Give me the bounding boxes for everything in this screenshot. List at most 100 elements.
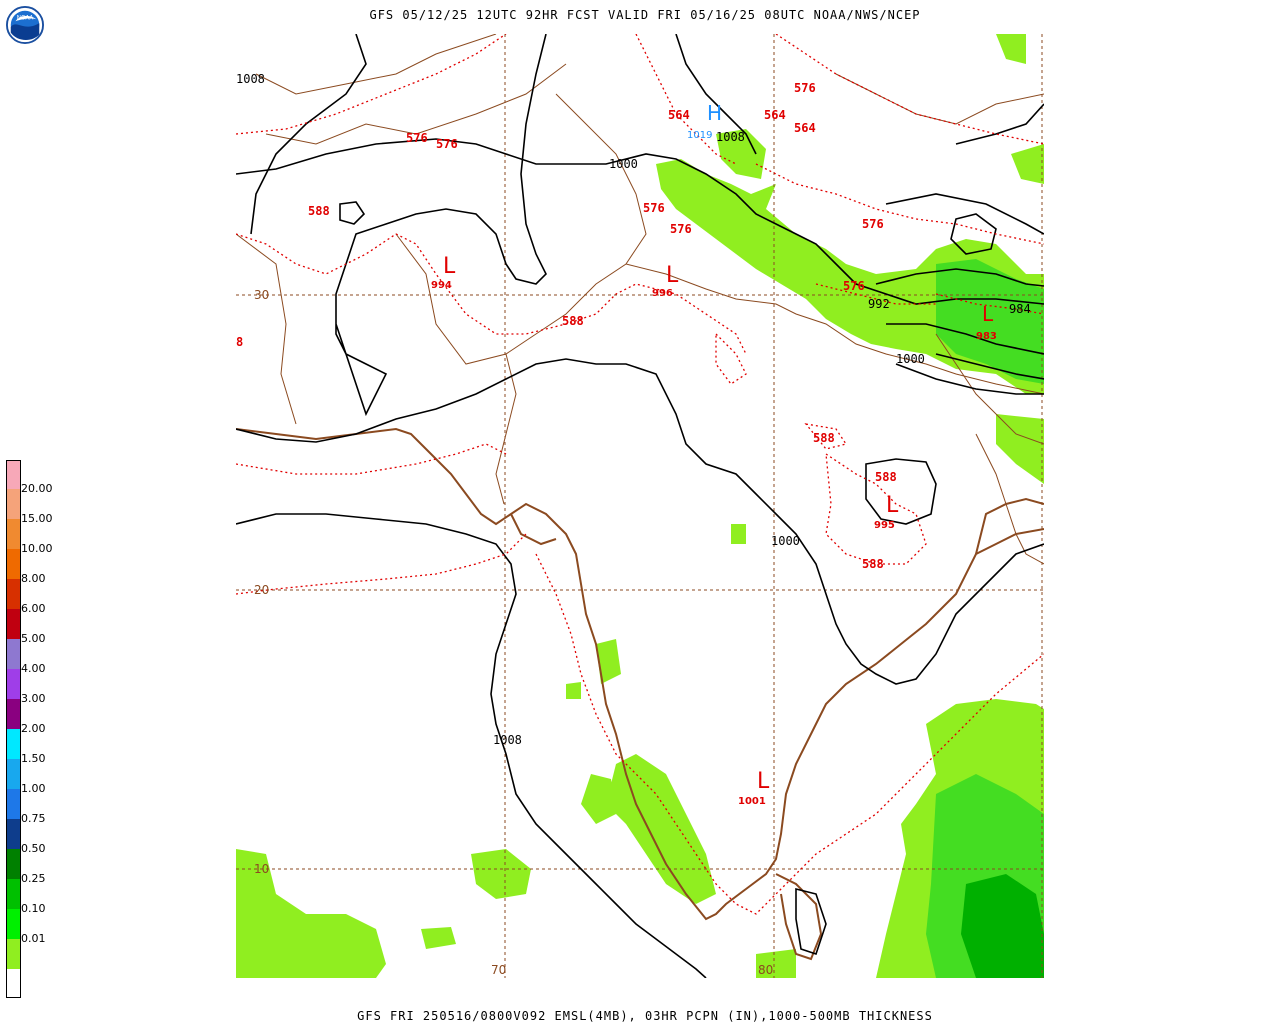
coastline	[236, 427, 1044, 961]
legend-swatch	[7, 969, 20, 997]
legend-swatch	[7, 819, 20, 849]
high-symbol: H	[707, 101, 722, 125]
legend-label: 0.10	[21, 902, 46, 915]
isobar-label: 1000	[771, 534, 800, 548]
chart-title: GFS 05/12/25 12UTC 92HR FCST VALID FRI 0…	[369, 8, 921, 22]
weather-map: 30 20 10 70 80 1008 1000 1008 992 984 10…	[236, 34, 1044, 978]
precip-legend	[6, 460, 21, 998]
low-value: 983	[976, 331, 997, 342]
legend-label: 0.25	[21, 872, 46, 885]
legend-swatch	[7, 939, 20, 969]
precip-ne2	[996, 34, 1026, 64]
low-symbol: L	[757, 769, 770, 794]
thickness-label: 564	[794, 121, 816, 135]
legend-label: 10.00	[21, 542, 53, 555]
isobar-label: 1008	[236, 72, 265, 86]
thickness-label: 588	[875, 470, 897, 484]
isobar-label: 1000	[896, 352, 925, 366]
legend-label: 15.00	[21, 512, 53, 525]
precip-spot2	[731, 524, 746, 544]
latlon-grid	[236, 34, 1044, 978]
high-value: 1019	[687, 130, 712, 141]
legend-colorbar	[6, 460, 21, 998]
thickness-label: 588	[813, 431, 835, 445]
precip-south-mid	[471, 849, 531, 899]
thickness-label: 576	[862, 217, 884, 231]
legend-swatch	[7, 461, 20, 489]
precip-ne	[1011, 144, 1044, 184]
precipitation-areas	[236, 34, 1044, 978]
lon70-label: 70	[491, 963, 506, 977]
legend-label: 5.00	[21, 632, 46, 645]
low-symbol: L	[886, 493, 899, 518]
low-value: 994	[431, 280, 452, 291]
thickness-label: 564	[668, 108, 690, 122]
legend-label: 3.00	[21, 692, 46, 705]
legend-swatch	[7, 519, 20, 549]
legend-swatch	[7, 759, 20, 789]
lat20-label: 20	[254, 583, 269, 597]
legend-swatch	[7, 489, 20, 519]
thickness-label: 576	[406, 131, 428, 145]
low-symbol: L	[666, 263, 679, 288]
legend-swatch	[7, 849, 20, 879]
lon80-label: 80	[758, 963, 773, 977]
precip-southeast-dark	[961, 874, 1044, 978]
thickness-label: 576	[794, 81, 816, 95]
precip-sw-india	[606, 754, 716, 904]
precip-north	[716, 129, 766, 179]
precip-east-strip	[996, 414, 1044, 484]
legend-label: 2.00	[21, 722, 46, 735]
thickness-label: 588	[308, 204, 330, 218]
legend-swatch	[7, 669, 20, 699]
legend-swatch	[7, 729, 20, 759]
low-symbol: L	[443, 254, 456, 279]
isobar-label: 1000	[609, 157, 638, 171]
lat30-label: 30	[254, 288, 269, 302]
chart-footer: GFS FRI 250516/0800V092 EMSL(4MB), 03HR …	[357, 1009, 933, 1023]
low-value: 1001	[738, 796, 766, 807]
isobar-label: 1008	[493, 733, 522, 747]
legend-label: 1.50	[21, 752, 46, 765]
legend-swatch	[7, 579, 20, 609]
thickness-label: 588	[562, 314, 584, 328]
legend-label: 6.00	[21, 602, 46, 615]
legend-swatch	[7, 699, 20, 729]
thickness-label: 576	[670, 222, 692, 236]
isobar-label: 984	[1009, 302, 1031, 316]
legend-swatch	[7, 639, 20, 669]
precip-south-mid3	[756, 949, 796, 978]
legend-label: 0.01	[21, 932, 46, 945]
low-value: 996	[652, 288, 673, 299]
legend-label: 0.50	[21, 842, 46, 855]
low-value: 995	[874, 520, 895, 531]
precip-southwest	[236, 849, 386, 978]
precip-spot1	[566, 682, 581, 699]
precip-sw-india2	[581, 774, 616, 824]
precip-kerala	[596, 639, 621, 684]
legend-swatch	[7, 789, 20, 819]
legend-swatch	[7, 549, 20, 579]
legend-swatch	[7, 909, 20, 939]
lat10-label: 10	[254, 862, 269, 876]
legend-label: 1.00	[21, 782, 46, 795]
thickness-label: 564	[764, 108, 786, 122]
low-symbol: L	[982, 302, 994, 326]
thickness-label: 588	[862, 557, 884, 571]
precip-south-mid2	[421, 927, 456, 949]
logo-text: NOAA	[17, 15, 34, 21]
legend-swatch	[7, 609, 20, 639]
isobar-label: 992	[868, 297, 890, 311]
legend-label: 20.00	[21, 482, 53, 495]
thickness-label: 576	[436, 137, 458, 151]
thickness-label: 8	[236, 335, 243, 349]
isobar-label: 1008	[716, 130, 745, 144]
legend-label: 8.00	[21, 572, 46, 585]
thickness-label: 576	[643, 201, 665, 215]
legend-label: 0.75	[21, 812, 46, 825]
thickness-contours	[236, 34, 1044, 915]
legend-swatch	[7, 879, 20, 909]
isobars	[236, 34, 1044, 978]
thickness-label: 576	[843, 279, 865, 293]
precip-himalaya-dark	[936, 259, 1044, 384]
